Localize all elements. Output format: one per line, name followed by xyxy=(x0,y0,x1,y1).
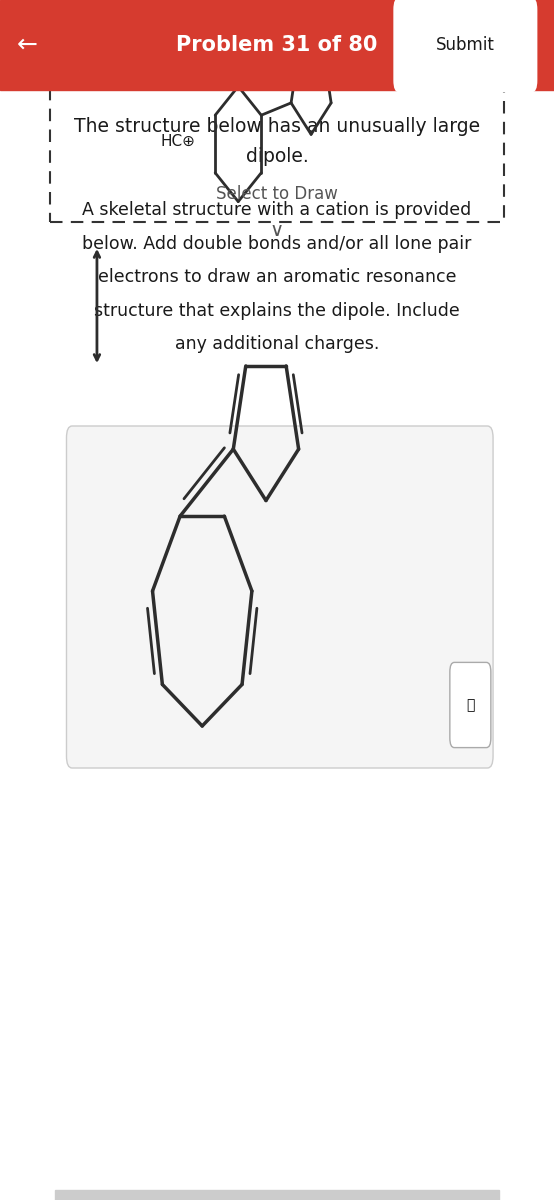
Text: below. Add double bonds and/or all lone pair: below. Add double bonds and/or all lone … xyxy=(83,235,471,253)
Text: 🔍: 🔍 xyxy=(466,698,475,713)
Text: ←: ← xyxy=(17,32,38,56)
FancyBboxPatch shape xyxy=(393,0,537,92)
Text: Select to Draw: Select to Draw xyxy=(216,185,338,203)
Text: HC⊕: HC⊕ xyxy=(161,134,196,149)
FancyBboxPatch shape xyxy=(50,36,504,222)
Text: Problem 31 of 80: Problem 31 of 80 xyxy=(176,35,378,55)
FancyBboxPatch shape xyxy=(66,426,493,768)
Text: Submit: Submit xyxy=(436,36,495,54)
Text: any additional charges.: any additional charges. xyxy=(175,336,379,353)
Text: The structure below has an unusually large: The structure below has an unusually lar… xyxy=(74,116,480,136)
Text: ∨: ∨ xyxy=(270,221,284,240)
Text: structure that explains the dipole. Include: structure that explains the dipole. Incl… xyxy=(94,301,460,319)
Text: dipole.: dipole. xyxy=(245,146,309,166)
Text: A skeletal structure with a cation is provided: A skeletal structure with a cation is pr… xyxy=(83,200,471,218)
Bar xyxy=(0,0,554,90)
Text: electrons to draw an aromatic resonance: electrons to draw an aromatic resonance xyxy=(98,269,456,287)
FancyBboxPatch shape xyxy=(450,662,491,748)
Bar xyxy=(55,1190,499,1200)
